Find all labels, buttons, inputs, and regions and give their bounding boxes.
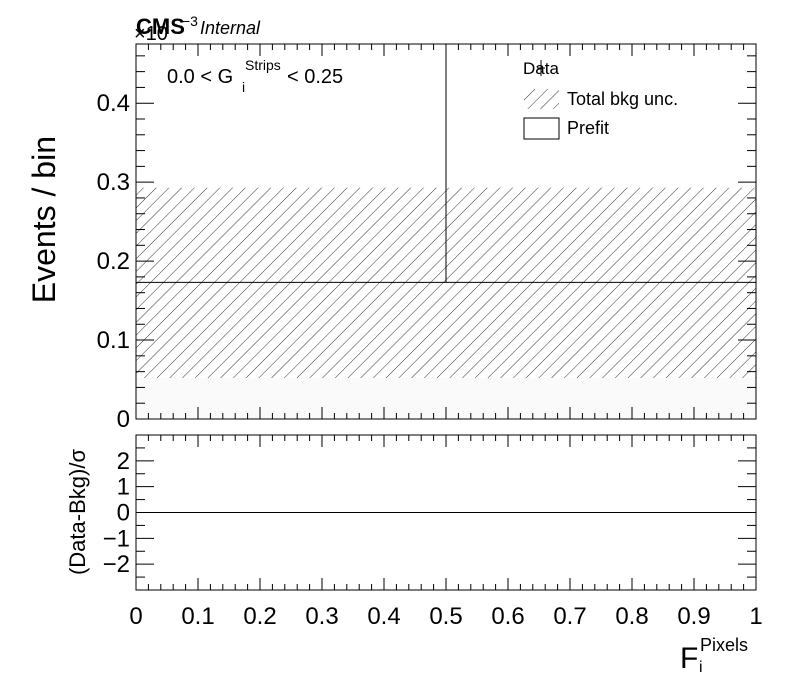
xtick-label: 0 xyxy=(129,603,142,630)
xtick-label: 0.8 xyxy=(615,603,648,630)
selection-sup: Strips xyxy=(245,57,281,73)
legend-prefit-label: Prefit xyxy=(567,118,609,138)
xtick-label: 0.6 xyxy=(491,603,524,630)
main-panel: 0 0.1 0.2 0.3 0.4 Events / bin 0.0 < G i Str… xyxy=(26,43,757,433)
legend-prefit-swatch xyxy=(523,117,560,140)
ratio-ytick-label: −2 xyxy=(103,551,130,578)
selection-label: 0.0 < G xyxy=(167,66,233,88)
xtick-label: 0.7 xyxy=(553,603,586,630)
legend-hatch-swatch xyxy=(524,89,559,109)
ratio-ytick-label: 0 xyxy=(117,500,130,527)
ratio-ytick-label: 2 xyxy=(117,448,130,475)
x-axis: 0 0.1 0.2 0.3 0.4 0.5 0.6 0.7 0.8 0.9 1 xyxy=(129,435,763,630)
prefit-fill-bin-1 xyxy=(446,377,756,419)
selection-suffix: < 0.25 xyxy=(287,66,343,88)
exponent-power: −3 xyxy=(182,13,198,29)
x-axis-label-sup: Pixels xyxy=(700,635,748,655)
x-axis-label-main: F xyxy=(680,642,698,672)
status-label: Internal xyxy=(200,18,261,38)
xtick-label: 0.5 xyxy=(429,603,462,630)
main-ytick-label: 0.4 xyxy=(97,90,130,117)
main-ytick-label: 0.1 xyxy=(97,327,130,354)
main-y-axis-label: Events / bin xyxy=(26,136,62,303)
legend: Data Total bkg unc. Prefit xyxy=(523,59,678,140)
legend-data-label: Data xyxy=(523,59,559,78)
main-ytick-label: 0.2 xyxy=(97,248,130,275)
ratio-ytick-label: −1 xyxy=(103,525,130,552)
legend-unc-label: Total bkg unc. xyxy=(567,89,678,109)
xtick-label: 0.2 xyxy=(243,603,276,630)
ratio-ytick-label: 1 xyxy=(117,474,130,501)
main-ytick-label: 0 xyxy=(117,406,130,433)
cms-label: CMS xyxy=(136,14,185,39)
exponent-base: ×10 xyxy=(134,23,168,45)
prefit-fill-bin-0 xyxy=(136,377,446,419)
x-axis-label-sub: i xyxy=(699,659,703,672)
xtick-label: 1 xyxy=(749,603,762,630)
selection-sub: i xyxy=(242,79,245,95)
xtick-label: 0.9 xyxy=(677,603,710,630)
main-y-axis: 0 0.1 0.2 0.3 0.4 xyxy=(97,55,756,433)
xtick-label: 0.4 xyxy=(367,603,400,630)
main-x-ticks xyxy=(135,44,757,419)
xtick-label: 0.1 xyxy=(181,603,214,630)
main-ytick-label: 0.3 xyxy=(97,169,130,196)
ratio-y-axis-label: (Data-Bkg)/σ xyxy=(65,449,90,575)
xtick-label: 0.3 xyxy=(305,603,338,630)
